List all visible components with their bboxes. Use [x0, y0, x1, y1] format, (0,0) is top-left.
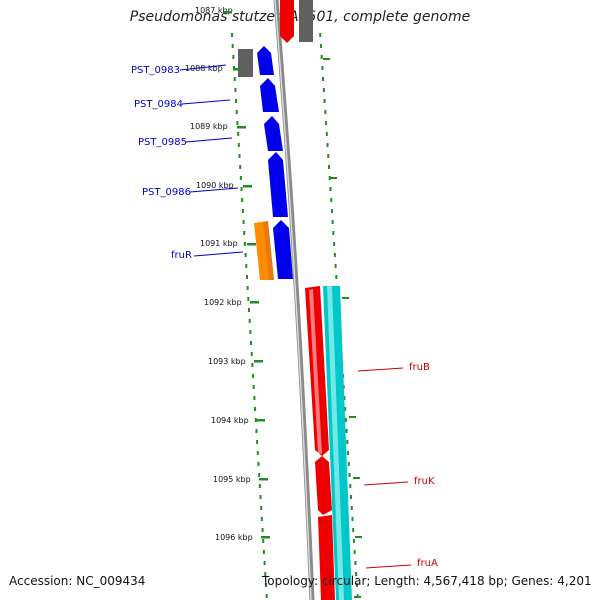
cds-fru-highlight	[309, 289, 322, 454]
kbp-tick-mark	[250, 301, 259, 304]
gene-label-pst-0983[interactable]: PST_0983	[131, 65, 180, 76]
gene-leader-line	[363, 481, 409, 486]
kbp-tick-mark	[243, 185, 252, 188]
kbp-tick-mark	[247, 243, 256, 246]
gene-label-pst-0986[interactable]: PST_0986	[142, 187, 191, 198]
kbp-tick-mark	[256, 419, 265, 422]
kbp-tick-mark	[237, 126, 246, 129]
gene-label-pst-0985[interactable]: PST_0985	[138, 137, 187, 148]
kbp-tick-mark	[254, 360, 263, 363]
gc-dash	[354, 596, 361, 598]
cds-pst-0984[interactable]	[257, 46, 274, 75]
kbp-tick-label: 1090 kbp	[196, 181, 234, 190]
gene-leader-line	[185, 137, 233, 143]
gc-dash	[342, 297, 349, 299]
kbp-tick-mark	[233, 68, 242, 71]
kbp-tick-label: 1096 kbp	[215, 533, 253, 542]
cds-pst-0983[interactable]	[238, 49, 253, 77]
gene-leader-line	[179, 64, 227, 71]
kbp-tick-label: 1094 kbp	[211, 416, 249, 425]
topology-label: Topology: circular; Length: 4,567,418 bp…	[262, 574, 592, 588]
gene-leader-line	[193, 251, 244, 257]
gene-leader-line	[189, 187, 239, 193]
kbp-tick-mark	[223, 11, 232, 14]
gc-dash	[353, 477, 360, 479]
kbp-tick-label: 1089 kbp	[190, 122, 228, 131]
gc-dash	[323, 58, 330, 60]
gene-leader-line	[181, 99, 231, 105]
kbp-tick-mark	[261, 536, 270, 539]
cds-fruk[interactable]	[315, 456, 332, 515]
kbp-tick-label: 1095 kbp	[213, 475, 251, 484]
rna-track-highlight	[327, 286, 344, 600]
kbp-tick-label: 1092 kbp	[204, 298, 242, 307]
cds-pst-0986-a[interactable]	[264, 116, 283, 151]
kbp-tick-label: 1093 kbp	[208, 357, 246, 366]
kbp-ticks: 1087 kbp 1088 kbp 1089 kbp 1090 kbp 1091 kbp…	[185, 6, 270, 542]
cds-pst-0985[interactable]	[260, 78, 279, 112]
kbp-tick-label: 1087 kbp	[195, 6, 233, 15]
gene-label-fruk[interactable]: fruK	[414, 476, 435, 487]
kbp-tick-label: 1091 kbp	[200, 239, 238, 248]
gc-track-inner	[231, 33, 268, 598]
accession-label: Accession: NC_009434	[9, 574, 146, 588]
gene-label-pst-0984[interactable]: PST_0984	[134, 99, 183, 110]
cds-frur-shade	[263, 221, 274, 280]
gene-label-frub[interactable]: fruB	[409, 362, 430, 373]
cds-top-grey[interactable]	[299, 0, 313, 42]
cds-top-red[interactable]	[280, 0, 294, 43]
gene-leader-line	[365, 564, 412, 569]
gene-labels: PST_0983 PST_0984 PST_0985 PST_0986 fruR fruB…	[131, 64, 438, 569]
cds-pst-0986-b[interactable]	[268, 152, 288, 217]
cds-frua[interactable]	[318, 515, 335, 600]
gc-dash	[349, 416, 356, 418]
gene-leader-line	[357, 367, 404, 372]
kbp-tick-label: 1088 kbp	[185, 64, 223, 73]
genome-backbone	[273, 0, 315, 600]
gc-dash	[355, 536, 362, 538]
gene-label-frur[interactable]: fruR	[171, 250, 192, 261]
gene-label-frua[interactable]: fruA	[417, 558, 438, 569]
gc-dash	[330, 177, 337, 179]
kbp-tick-mark	[259, 478, 268, 481]
genome-backbone-highlight	[274, 0, 312, 600]
cds-fru-upstream[interactable]	[273, 220, 293, 279]
